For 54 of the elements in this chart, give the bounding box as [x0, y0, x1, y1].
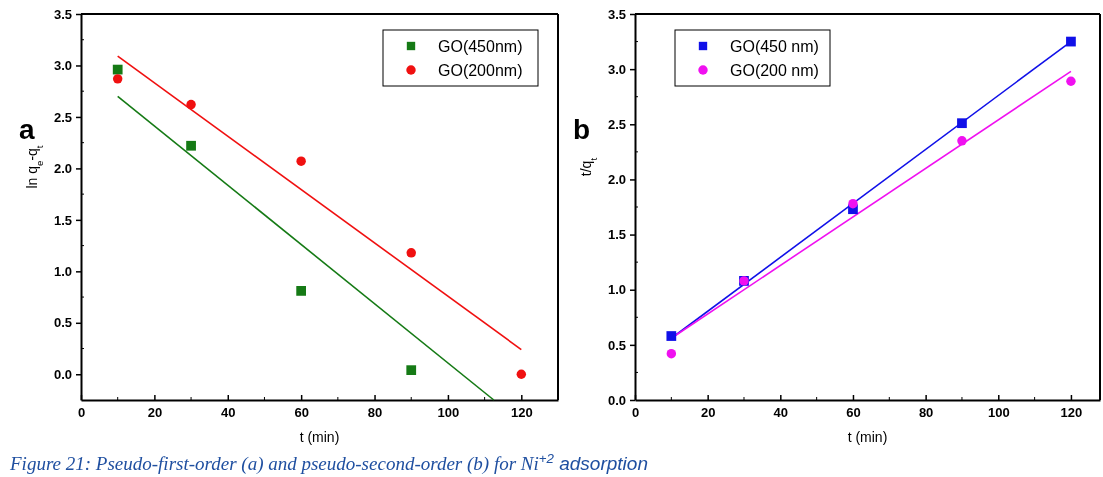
legend-label: GO(450nm): [438, 38, 523, 55]
text: b: [573, 114, 591, 145]
point: [112, 64, 123, 75]
x-tick-label: 40: [221, 405, 236, 421]
point: [666, 348, 677, 359]
x-tick-label: 0: [77, 405, 86, 421]
x-tick-label: 60: [294, 405, 309, 421]
point: [1066, 36, 1076, 47]
text: a: [19, 114, 35, 145]
y-tick-label: 3.5: [53, 6, 72, 22]
point: [666, 331, 677, 341]
y-tick-label: 2.0: [53, 161, 72, 177]
y-tick-label: 1.5: [607, 227, 626, 243]
point: [296, 286, 307, 296]
point: [406, 248, 416, 258]
x-tick-label: 120: [510, 405, 533, 421]
point: [186, 140, 196, 151]
x-axis-title: t (min): [299, 429, 340, 445]
legend-label: GO(200nm): [438, 62, 523, 79]
x-tick-label: 100: [437, 405, 460, 421]
y-tick-label: 3.0: [607, 61, 626, 77]
x-tick-label: 20: [700, 405, 716, 421]
y-tick-label: 2.0: [607, 172, 626, 188]
y-tick-label: 1.0: [607, 282, 626, 298]
point: [516, 369, 527, 379]
y-tick-label: 3.0: [53, 58, 72, 74]
caption: Figure 21: Pseudo-first-order (a) and pseudo-second-order (b) for Ni$^{+2}$ adsorption: [9, 450, 648, 475]
x-tick-label: 40: [773, 405, 789, 421]
legend-label: GO(200 nm): [730, 62, 819, 79]
point: [848, 198, 858, 209]
point: [112, 74, 123, 84]
x-tick-label: 100: [987, 405, 1010, 421]
x-tick-label: 80: [918, 405, 934, 421]
y-tick-label: 1.0: [53, 263, 72, 279]
legend-label: GO(450 nm): [730, 38, 819, 55]
point: [1066, 76, 1076, 86]
y-tick-label: 0.5: [607, 337, 626, 353]
x-tick-label: 80: [367, 405, 383, 421]
x-tick-label: 0: [631, 405, 640, 421]
point: [957, 118, 967, 129]
y-tick-label: 1.5: [53, 212, 72, 228]
y-tick-label: 0.0: [607, 392, 626, 408]
x-tick-label: 60: [846, 405, 861, 421]
y-tick-label: 0.0: [53, 366, 72, 382]
y-tick-label: 0.5: [53, 315, 72, 331]
y-tick-label: 2.5: [607, 116, 626, 132]
point: [957, 136, 967, 146]
x-tick-label: 120: [1060, 405, 1083, 421]
point: [296, 156, 306, 166]
point: [406, 365, 417, 376]
x-axis-title: t (min): [847, 429, 888, 445]
x-tick-label: 20: [147, 405, 163, 421]
y-tick-label: 2.5: [53, 109, 72, 125]
y-tick-label: 3.5: [607, 6, 626, 22]
